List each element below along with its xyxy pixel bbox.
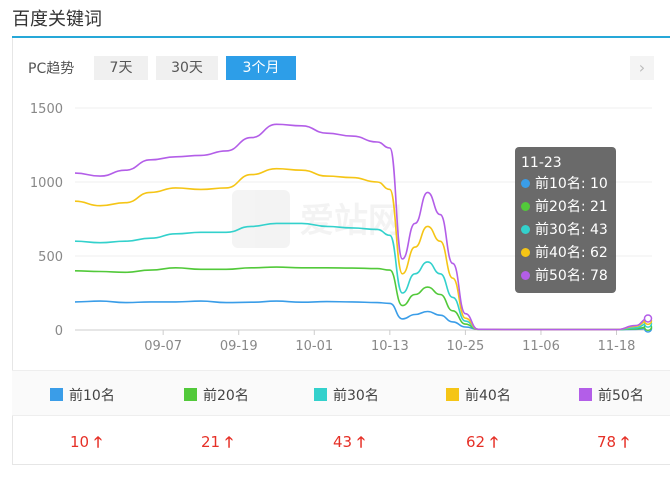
range-3-months-button[interactable]: 3个月 [226,56,296,80]
legend-swatch-icon [579,388,592,401]
value-top20: 21 🡑 [201,433,233,451]
dot-icon [521,225,530,234]
tooltip-row-top40: 前40名: 62 [521,242,610,265]
x-tick-label: 10-25 [447,339,485,354]
legend-item-top20[interactable]: 前20名 [184,385,249,405]
legend-swatch-icon [446,388,459,401]
series-line-top10 [74,300,649,331]
legend-swatch-icon [314,388,327,401]
range-7-days-button[interactable]: 7天 [94,56,148,80]
tooltip-row-top20: 前20名: 21 [521,196,610,219]
arrow-up-icon: 🡑 [490,433,498,451]
value-top50: 78 🡑 [597,433,629,451]
y-tick-label: 500 [38,250,63,265]
arrow-up-icon: 🡑 [94,433,102,451]
x-tick-label: 10-01 [295,339,333,354]
title-underline [12,36,670,38]
dot-icon [521,271,530,280]
x-axis-ticks: 09-07 09-19 10-01 10-13 10-25 11-06 11-18 [144,330,635,354]
value-top40: 62 🡑 [466,433,498,451]
x-tick-label: 10-13 [371,339,409,354]
y-tick-label: 1000 [30,176,63,191]
tooltip-row-top10: 前10名: 10 [521,173,610,196]
legend-swatch-icon [50,388,63,401]
arrow-up-icon: 🡑 [621,433,629,451]
x-tick-label: 11-06 [522,339,560,354]
y-tick-label: 1500 [30,102,63,117]
legend-item-top40[interactable]: 前40名 [446,385,511,405]
range-30-days-button[interactable]: 30天 [156,56,218,80]
legend-item-top50[interactable]: 前50名 [579,385,644,405]
tooltip-row-top50: 前50名: 78 [521,265,610,288]
trend-panel [12,38,670,465]
chart-series [74,123,649,331]
value-top30: 43 🡑 [333,433,365,451]
legend-swatch-icon [184,388,197,401]
arrow-up-icon: 🡑 [225,433,233,451]
dot-icon [521,248,530,257]
watermark: 爱站网 [232,190,402,248]
watermark-logo [232,190,290,248]
series-end-point [643,314,653,323]
x-tick-label: 09-19 [220,339,258,354]
series-end-points [643,314,653,333]
y-tick-label: 0 [55,324,63,339]
pc-trend-label: PC趋势 [28,61,75,77]
chevron-right-icon[interactable]: › [630,56,654,80]
series-line-top50 [74,123,649,331]
legend-item-top30[interactable]: 前30名 [314,385,379,405]
tooltip-row-top30: 前30名: 43 [521,219,610,242]
x-tick-label: 09-07 [144,339,182,354]
y-axis-ticks: 0 500 1000 1500 [30,102,63,339]
chart-tooltip: 11-23 前10名: 10 前20名: 21 前30名: 43 前40名: 6… [515,147,616,293]
x-tick-label: 11-18 [598,339,636,354]
arrow-up-icon: 🡑 [357,433,365,451]
page-title: 百度关键词 [12,9,102,30]
tooltip-date: 11-23 [521,155,562,171]
legend-row: 前10名 前20名 前30名 前40名 前50名 [12,370,670,416]
dot-icon [521,202,530,211]
legend-item-top10[interactable]: 前10名 [50,385,115,405]
value-top10: 10 🡑 [70,433,102,451]
dot-icon [521,179,530,188]
